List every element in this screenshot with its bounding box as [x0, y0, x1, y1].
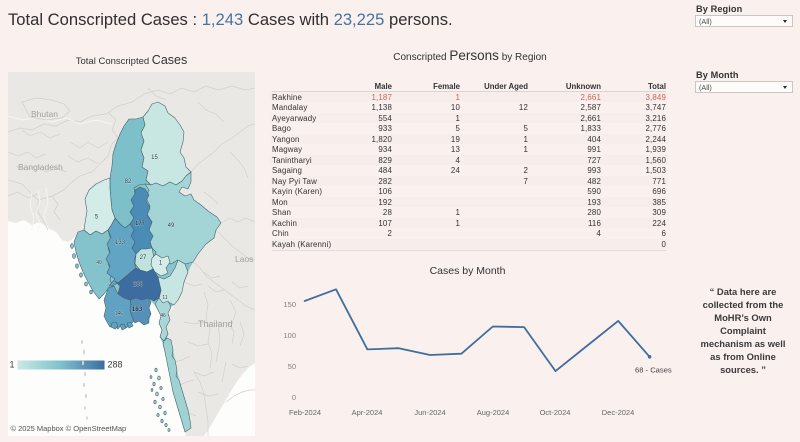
svg-text:288: 288 [108, 360, 123, 370]
svg-text:Bhutan: Bhutan [31, 109, 58, 119]
svg-text:177: 177 [135, 221, 146, 227]
svg-text:Thailand: Thailand [198, 319, 233, 329]
svg-text:46: 46 [160, 313, 166, 319]
svg-text:Bangladesh: Bangladesh [18, 162, 63, 172]
svg-text:15: 15 [151, 155, 158, 161]
svg-text:133: 133 [115, 240, 126, 246]
svg-text:1: 1 [159, 261, 163, 267]
svg-text:Laos: Laos [235, 254, 253, 264]
svg-text:288: 288 [133, 282, 144, 288]
svg-text:40: 40 [96, 260, 102, 266]
svg-text:© 2025 Mapbox © OpenStreetMap: © 2025 Mapbox © OpenStreetMap [11, 424, 127, 433]
svg-text:1: 1 [9, 360, 14, 370]
svg-text:11: 11 [162, 295, 167, 301]
svg-text:183: 183 [132, 306, 143, 313]
svg-text:146: 146 [115, 311, 124, 317]
svg-text:82: 82 [125, 179, 132, 185]
svg-text:27: 27 [140, 255, 147, 261]
svg-text:68 - Cases: 68 - Cases [635, 366, 672, 375]
svg-text:49: 49 [168, 223, 175, 229]
svg-text:5: 5 [95, 215, 99, 221]
